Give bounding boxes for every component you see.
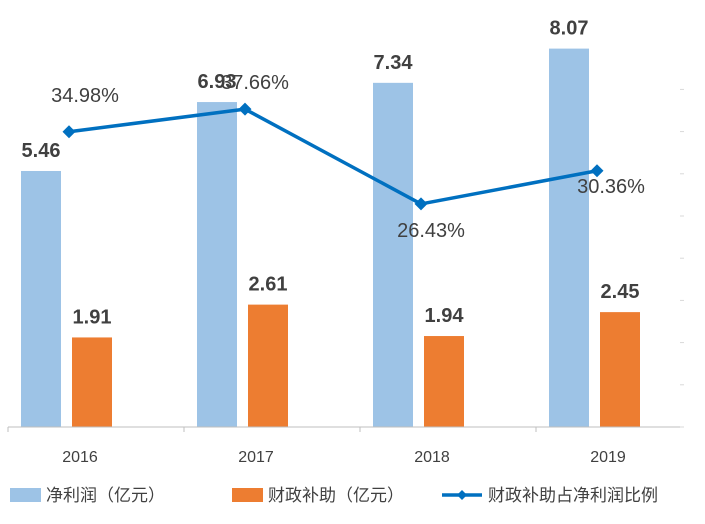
bar-label-net-profit-2018: 7.34: [374, 52, 414, 74]
ratio-line: [68, 107, 598, 206]
bar-net-profit-2016: [21, 170, 61, 427]
legend-item-net-profit: 净利润（亿元）: [10, 486, 165, 506]
bar-subsidy-2018: [424, 336, 464, 427]
bar-label-subsidy-2016: 1.91: [73, 306, 112, 328]
ratio-label-2019: 30.36%: [577, 176, 645, 198]
ratio-label-2018: 26.43%: [397, 220, 465, 242]
bar-subsidy-2019: [600, 312, 640, 427]
x-tick-label-2019: 2019: [590, 449, 626, 466]
ratio-point-2017: [238, 102, 252, 116]
x-tick-label-2017: 2017: [238, 449, 274, 466]
ratio-point-2019: [590, 164, 604, 178]
bar-label-net-profit-2017: 6.93: [198, 71, 237, 93]
legend: 净利润（亿元） 财政补助（亿元） 财政补助占净利润比例: [10, 486, 658, 506]
legend-label: 财政补助占净利润比例: [488, 486, 658, 506]
right-axis-tick-marks: [680, 88, 684, 428]
bars-group: [21, 48, 640, 428]
x-axis-ticks: 2016 2017 2018 2019: [7, 427, 626, 466]
bar-net-profit-2017: [197, 102, 237, 427]
legend-item-ratio: 财政补助占净利润比例: [442, 486, 658, 506]
bar-label-subsidy-2019: 2.45: [601, 281, 640, 303]
legend-swatch: [10, 488, 41, 502]
legend-label: 净利润（亿元）: [46, 486, 165, 506]
x-tick-label-2018: 2018: [414, 449, 450, 466]
legend-marker: [457, 490, 467, 500]
bar-subsidy-2017: [248, 304, 288, 427]
bar-label-net-profit-2019: 8.07: [550, 18, 589, 40]
data-labels-group: 5.46 1.91 6.93 2.61 7.34 1.94 8.07 2.45 34.98% 37…: [22, 18, 646, 329]
bar-subsidy-2016: [72, 337, 112, 427]
bar-label-net-profit-2016: 5.46: [22, 140, 61, 162]
bar-label-subsidy-2018: 1.94: [425, 305, 465, 327]
ratio-point-2018: [414, 197, 428, 211]
ratio-point-2016: [62, 125, 76, 139]
bar-label-subsidy-2017: 2.61: [249, 274, 288, 296]
x-tick-label-2016: 2016: [62, 449, 98, 466]
legend-swatch: [232, 488, 263, 502]
bar-net-profit-2018: [373, 82, 413, 427]
legend-label: 财政补助（亿元）: [268, 486, 404, 506]
ratio-label-2017: 37.66%: [221, 72, 289, 94]
ratio-label-2016: 34.98%: [51, 85, 119, 107]
bar-net-profit-2019: [549, 48, 589, 428]
legend-item-subsidy: 财政补助（亿元）: [232, 486, 404, 506]
ratio-line-group: [62, 102, 604, 211]
